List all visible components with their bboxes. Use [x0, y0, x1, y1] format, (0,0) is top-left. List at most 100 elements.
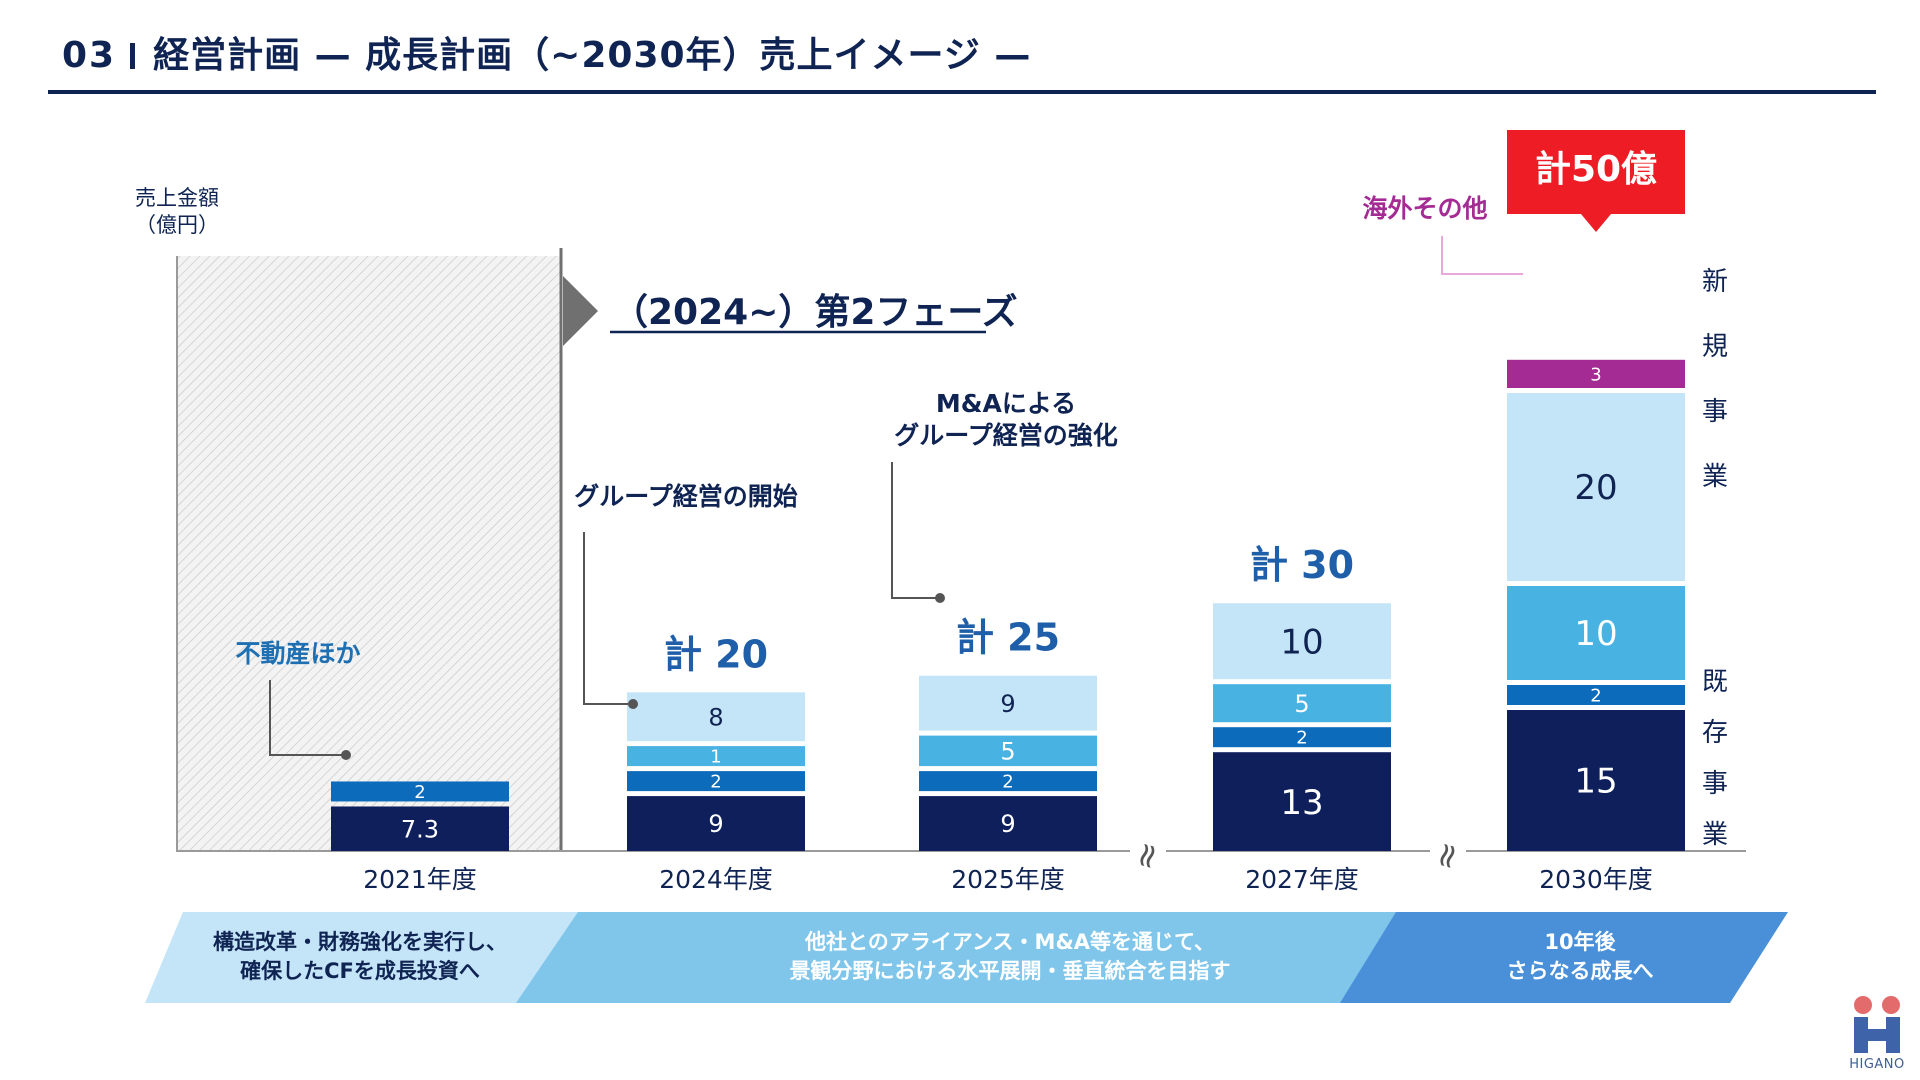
bar-2-3: [919, 675, 1097, 731]
bar-label-2-0: 9: [1000, 810, 1015, 838]
bar-1-3: [627, 692, 805, 742]
total-highlight-box: [1507, 130, 1685, 214]
bar-1-0: [627, 796, 805, 851]
bar-label-0-1: 2: [414, 782, 425, 803]
banner-text-2: 他社とのアライアンス・M&A等を通じて、 景観分野における水平展開・垂直統合を目…: [620, 928, 1400, 986]
bar-4-3: [1507, 393, 1685, 581]
page-title: 03 経営計画 — 成長計画（~2030年）売上イメージ —: [62, 26, 1031, 78]
sales-chart: ≈ ≈ 売上金額 （億円） （2024~）第2フェーズ 7.322021年度92…: [135, 130, 1746, 894]
x-tick-label-1: 2024年度: [659, 865, 773, 894]
annotation-real-estate: 不動産ほか: [235, 639, 360, 668]
side-existing-char-1: 存: [1702, 718, 1728, 748]
title-separator: [130, 43, 136, 69]
banner-text-1-line1: 構造改革・財務強化を実行し、: [213, 930, 507, 954]
logo-text: HIGANO: [1849, 1057, 1905, 1072]
bar-label-4-0: 15: [1574, 762, 1617, 802]
company-logo: HIGANO: [1848, 995, 1906, 1072]
bar-total-2: 計 25: [956, 616, 1060, 660]
bar-label-1-2: 1: [710, 747, 721, 768]
bar-4-1: [1507, 685, 1685, 705]
side-new-char-1: 規: [1702, 332, 1728, 362]
bar-label-3-3: 10: [1280, 622, 1323, 662]
side-existing-char-2: 事: [1702, 769, 1728, 799]
callout-dot: [341, 750, 351, 760]
bars-group: 7.3 2 2021年度 9 2 1 8 計 20 2024年度 9 2 5 9 計 25 2025年度 13…: [331, 359, 1685, 894]
bar-label-2-1: 2: [1002, 772, 1013, 793]
bar-3-3: [1213, 603, 1391, 680]
bar-4-4: [1507, 359, 1685, 388]
bar-2-1: [919, 771, 1097, 792]
banner-text-2-line1: 他社とのアライアンス・M&A等を通じて、: [805, 930, 1215, 954]
annotation-ma-line1: M&Aによる: [936, 389, 1076, 418]
y-axis-label: 売上金額: [135, 186, 219, 210]
bar-3-0: [1213, 752, 1391, 851]
bar-label-3-0: 13: [1280, 783, 1323, 823]
bar-3-2: [1213, 684, 1391, 723]
annotation-overseas: 海外その他: [1362, 194, 1487, 223]
x-tick-label-0: 2021年度: [363, 865, 477, 894]
total-highlight-text: 計50億: [1535, 149, 1657, 190]
bar-2-2: [919, 735, 1097, 767]
bar-4-0: [1507, 710, 1685, 851]
bar-1-1: [627, 771, 805, 792]
side-existing-char-3: 業: [1702, 820, 1728, 850]
callout-dot: [628, 699, 638, 709]
x-tick-label-4: 2030年度: [1539, 865, 1653, 894]
title-rule: [48, 90, 1876, 94]
phase-label: （2024~）第2フェーズ: [612, 291, 1018, 333]
banner-text-3-line2: さらなる成長へ: [1506, 959, 1654, 983]
y-axis-unit: （億円）: [135, 213, 219, 237]
bar-3-1: [1213, 727, 1391, 748]
bar-label-1-1: 2: [710, 772, 721, 793]
callout-line: [891, 462, 940, 599]
bar-label-3-1: 2: [1296, 728, 1307, 749]
annotation-group-start: グループ経営の開始: [574, 482, 798, 511]
callout-dot: [935, 593, 945, 603]
side-new-char-3: 業: [1702, 462, 1728, 492]
bar-label-1-3: 8: [708, 703, 723, 731]
banner-text-3: 10年後 さらなる成長へ: [1420, 928, 1740, 986]
callout-line: [583, 532, 633, 705]
banner-text-1-line2: 確保したCFを成長投資へ: [240, 959, 480, 983]
section-title: 経営計画 — 成長計画（~2030年）売上イメージ —: [153, 35, 1032, 76]
callout-line: [1441, 236, 1528, 275]
banner-text-1: 構造改革・財務強化を実行し、 確保したCFを成長投資へ: [180, 928, 540, 986]
total-highlight-pointer: [1581, 214, 1611, 232]
bar-label-4-4: 3: [1590, 364, 1601, 385]
banner-segment-2: [516, 912, 1400, 1003]
phase1-hatched-area: [177, 256, 561, 852]
side-existing-char-0: 既: [1702, 667, 1728, 697]
banner-text-3-line1: 10年後: [1544, 930, 1616, 954]
callout-line: [269, 680, 346, 756]
side-new-char-0: 新: [1702, 267, 1728, 297]
x-tick-label-3: 2027年度: [1245, 865, 1359, 894]
banner-text-2-line2: 景観分野における水平展開・垂直統合を目指す: [789, 959, 1231, 983]
bar-0-0: [331, 806, 509, 851]
x-tick-label-2: 2025年度: [951, 865, 1065, 894]
banner-segment-3: [1340, 912, 1788, 1003]
bar-0-1: [331, 781, 509, 802]
bar-label-0-0: 7.3: [401, 815, 439, 843]
annotation-ma-line2: グループ経営の強化: [894, 421, 1118, 450]
bar-2-0: [919, 796, 1097, 851]
bar-label-2-3: 9: [1000, 690, 1015, 718]
phase-arrow-icon: [563, 276, 598, 346]
side-new-char-2: 事: [1702, 397, 1728, 427]
bar-label-4-2: 10: [1574, 614, 1617, 654]
logo-mark-icon: [1854, 996, 1900, 1053]
bar-4-2: [1507, 586, 1685, 680]
bar-label-4-1: 2: [1590, 685, 1601, 706]
bar-label-2-2: 5: [1000, 737, 1015, 765]
bar-label-1-0: 9: [708, 810, 723, 838]
bar-label-3-2: 5: [1294, 690, 1309, 718]
callout-dot: [1523, 269, 1533, 279]
bar-total-3: 計 30: [1250, 543, 1354, 587]
bar-1-2: [627, 746, 805, 767]
banner-segment-1: [145, 912, 582, 1003]
bar-label-4-3: 20: [1574, 468, 1617, 508]
bar-total-1: 計 20: [664, 632, 768, 676]
section-number: 03: [62, 35, 117, 76]
